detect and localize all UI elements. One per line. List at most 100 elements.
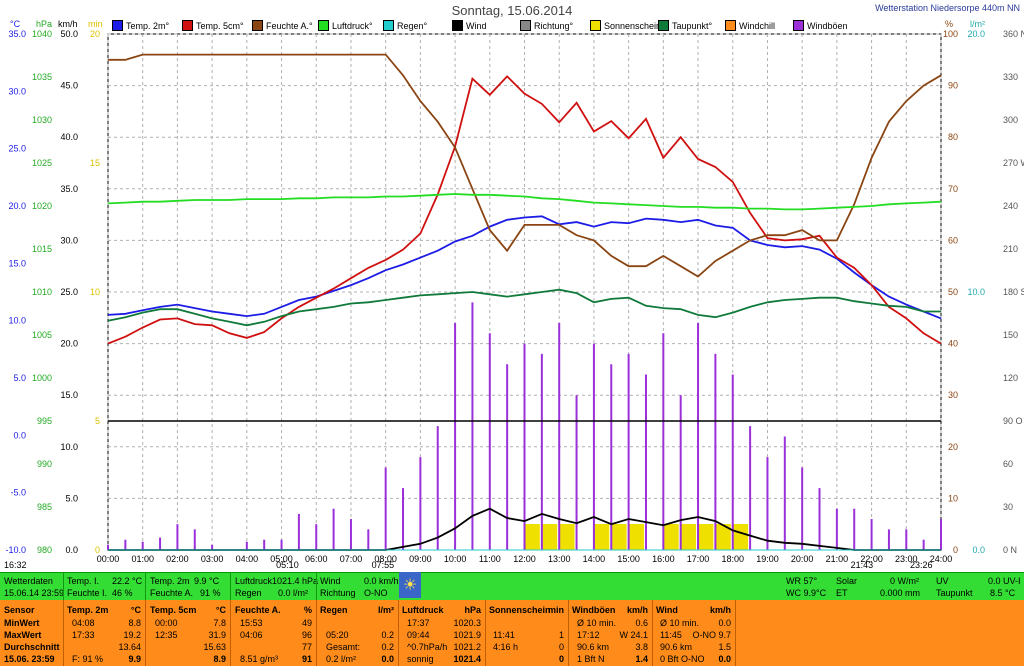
header-temp5-unit: °C <box>215 605 226 615</box>
legend-swatch <box>725 20 736 31</box>
series-line <box>107 75 942 345</box>
legend-swatch <box>383 20 394 31</box>
cell-fe-time: 8.51 g/m³ <box>240 654 279 664</box>
cell-t5-time: 00:00 <box>155 618 178 628</box>
legend-item: Regen° <box>383 20 427 31</box>
chart-title: Sonntag, 15.06.2014 <box>451 3 573 18</box>
hpa-axis-tick: 980 <box>37 545 52 555</box>
cell-lu-value: 1021.9 <box>453 630 481 640</box>
legend-label: Regen° <box>397 20 428 31</box>
cell-wi-time: 11:45 <box>660 630 682 640</box>
header-temp5: Temp. 5cm <box>150 605 197 615</box>
sunshine-block <box>663 524 679 550</box>
x-tick-label: 16:00 <box>652 554 675 564</box>
legend-swatch <box>452 20 463 31</box>
legend-label: Sonnenschein <box>604 20 662 31</box>
legend-item: Temp. 5cm° <box>182 20 244 31</box>
lm2-axis-tick: 10.0 <box>967 287 985 297</box>
cell-bo-time: Ø 10 min. <box>577 618 617 628</box>
table-separator <box>735 600 736 666</box>
sunshine-block <box>559 524 575 550</box>
kmh-unit: km/h <box>58 19 78 29</box>
cell-lu-time: ^0.7hPa/h <box>407 642 448 652</box>
temp2-value: 9.9 °C <box>194 576 220 586</box>
cell-fe-value: 96 <box>301 630 312 640</box>
header-wind-unit: km/h <box>709 605 731 615</box>
pct-axis-tick: 70 <box>948 184 958 194</box>
cell-t2-time: 04:08 <box>72 618 95 628</box>
dir-axis-tick: 240 <box>1003 201 1018 211</box>
dir-axis-tick: 30 <box>1003 502 1013 512</box>
dir-axis-tick: 180 S <box>1003 287 1024 297</box>
weather-label: Wetterdaten <box>4 576 53 586</box>
legend-swatch <box>252 20 263 31</box>
min-axis-tick: 0 <box>95 545 100 555</box>
sunshine-block <box>628 524 644 550</box>
feuchte-a-label: Feuchte A. <box>150 588 194 598</box>
table-separator <box>485 600 486 666</box>
cell-t2-value: 19.2 <box>123 630 141 640</box>
cell-rg-time: 0.2 l/m² <box>326 654 357 664</box>
cell-fe-value: 77 <box>301 642 312 652</box>
legend-item: Feuchte A.° <box>252 20 313 31</box>
solar-value: 0 W/m² <box>890 576 919 586</box>
temp-axis-tick: 35.0 <box>8 29 26 39</box>
pct-unit: % <box>945 19 953 29</box>
temp-unit: °C <box>10 19 21 29</box>
x-tick-label: 03:00 <box>201 554 224 564</box>
pct-axis-tick: 80 <box>948 132 958 142</box>
sunshine-block <box>715 524 731 550</box>
cell-rg-value: 0.2 <box>381 642 394 652</box>
cell-t2-value: 8.8 <box>128 618 141 628</box>
cell-bo-value: 1.4 <box>635 654 648 664</box>
cell-rg-time: Gesamt: <box>326 642 361 652</box>
kmh-axis-tick: 0.0 <box>65 545 78 555</box>
header-regen: Regen <box>320 605 348 615</box>
cell-t2-value: 13.64 <box>118 642 141 652</box>
dir-axis-tick: 210 <box>1003 244 1018 254</box>
cell-lu-value: 1021.2 <box>453 642 481 652</box>
header-regen-unit: l/m² <box>377 605 394 615</box>
min-unit: min <box>88 19 103 29</box>
feuchte-a-value: 91 % <box>200 588 221 598</box>
legend-label: Temp. 5cm° <box>196 20 244 31</box>
legend-swatch <box>182 20 193 31</box>
richtung-value: O-NO <box>364 588 388 598</box>
x-tick-label: 19:00 <box>756 554 779 564</box>
legend-label: Luftdruck° <box>332 20 373 31</box>
x-tick-label: 15:00 <box>617 554 640 564</box>
hpa-axis-tick: 1025 <box>32 158 52 168</box>
temp-axis-tick: 20.0 <box>8 201 26 211</box>
kmh-axis-tick: 20.0 <box>60 339 78 349</box>
x-tick-label: 18:00 <box>721 554 744 564</box>
series-line <box>107 193 942 211</box>
x-tick-label: 21:00 <box>826 554 849 564</box>
kmh-axis-tick: 40.0 <box>60 132 78 142</box>
cell-wi-time: 90.6 km <box>660 642 693 652</box>
legend-item: Temp. 2m° <box>112 20 169 31</box>
taupunkt-value: 8.5 °C <box>990 588 1016 598</box>
x-tick-label: 20:00 <box>791 554 814 564</box>
temp-axis-tick: 25.0 <box>8 144 26 154</box>
x-tick-label: 00:00 <box>97 554 120 564</box>
legend-label: Taupunkt° <box>672 20 713 31</box>
sunshine-block <box>680 524 697 550</box>
hpa-axis-tick: 1005 <box>32 330 52 340</box>
cell-t5-value: 15.63 <box>203 642 226 652</box>
min-axis-tick: 5 <box>95 416 100 426</box>
cell-lu-time: sonnig <box>407 654 434 664</box>
cell-wi-time: Ø 10 min. <box>660 618 700 628</box>
cell-t5-time: 12:35 <box>155 630 178 640</box>
kmh-axis-tick: 35.0 <box>60 184 78 194</box>
weather-date: 15.06.14 23:59 <box>4 588 65 598</box>
kmh-axis-tick: 5.0 <box>65 493 78 503</box>
cell-wi-value: 0.0 <box>718 654 731 664</box>
x-tick-label: 11:00 <box>479 554 501 564</box>
x-tick-label: 08:00 <box>374 554 397 564</box>
pct-axis-tick: 50 <box>948 287 958 297</box>
pct-axis-tick: 0 <box>953 545 958 555</box>
table-separator <box>316 600 317 666</box>
dir-axis-tick: 120 <box>1003 373 1018 383</box>
statistics-table: Sensor Temp. 2m °C Temp. 5cm °C Feuchte A.% Re… <box>0 600 1024 666</box>
cell-rg-value: 0.2 <box>381 630 394 640</box>
